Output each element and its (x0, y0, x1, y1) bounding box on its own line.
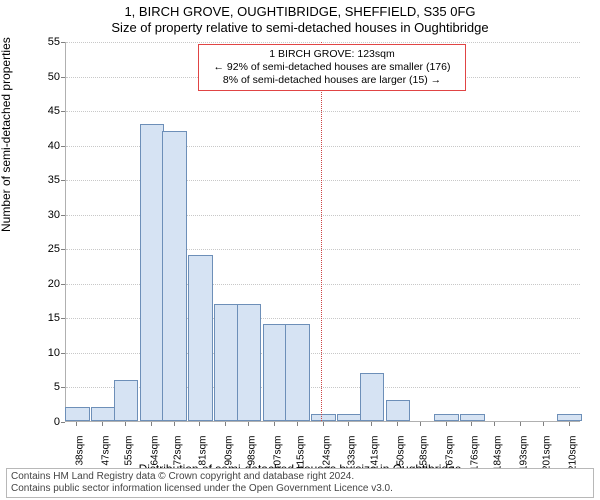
x-tick-mark (520, 422, 521, 426)
y-tick-mark (61, 318, 65, 319)
footer-attribution: Contains HM Land Registry data © Crown c… (6, 468, 594, 498)
y-tick-label: 15 (30, 312, 60, 324)
histogram-bar (460, 414, 485, 421)
y-tick-mark (61, 284, 65, 285)
x-tick-mark (543, 422, 544, 426)
y-tick-mark (61, 422, 65, 423)
gridline (66, 42, 580, 43)
x-tick-mark (225, 422, 226, 426)
y-tick-label: 25 (30, 243, 60, 255)
y-tick-label: 0 (30, 416, 60, 428)
y-tick-label: 40 (30, 140, 60, 152)
x-tick-mark (397, 422, 398, 426)
histogram-bar (263, 324, 288, 421)
histogram-bar (237, 304, 262, 421)
histogram-bar (140, 124, 165, 421)
footer-line-2: Contains public sector information licen… (11, 483, 589, 495)
histogram-bar (360, 373, 385, 421)
annotation-line-1: 1 BIRCH GROVE: 123sqm (205, 48, 459, 61)
x-tick-mark (471, 422, 472, 426)
x-tick-mark (371, 422, 372, 426)
y-tick-mark (61, 77, 65, 78)
histogram-bar (337, 414, 362, 421)
chart-container: 1, BIRCH GROVE, OUGHTIBRIDGE, SHEFFIELD,… (0, 0, 600, 500)
x-tick-mark (323, 422, 324, 426)
x-tick-mark (420, 422, 421, 426)
x-tick-mark (348, 422, 349, 426)
histogram-bar (162, 131, 187, 421)
annotation-box: 1 BIRCH GROVE: 123sqm← 92% of semi-detac… (198, 44, 466, 91)
x-tick-mark (76, 422, 77, 426)
annotation-line-3: 8% of semi-detached houses are larger (1… (205, 74, 459, 87)
x-tick-mark (248, 422, 249, 426)
y-tick-label: 10 (30, 347, 60, 359)
title-line-2: Size of property relative to semi-detach… (0, 20, 600, 36)
plot-area: 1 BIRCH GROVE: 123sqm← 92% of semi-detac… (65, 42, 580, 422)
y-tick-label: 20 (30, 278, 60, 290)
y-tick-mark (61, 42, 65, 43)
histogram-bar (311, 414, 336, 421)
y-tick-mark (61, 249, 65, 250)
histogram-bar (214, 304, 239, 421)
y-tick-label: 45 (30, 105, 60, 117)
x-tick-mark (151, 422, 152, 426)
y-tick-label: 30 (30, 209, 60, 221)
histogram-bar (386, 400, 411, 421)
y-tick-mark (61, 215, 65, 216)
title-line-1: 1, BIRCH GROVE, OUGHTIBRIDGE, SHEFFIELD,… (0, 4, 600, 20)
y-tick-label: 50 (30, 71, 60, 83)
x-tick-mark (297, 422, 298, 426)
histogram-bar (114, 380, 139, 421)
annotation-line-2: ← 92% of semi-detached houses are smalle… (205, 61, 459, 74)
histogram-bar (557, 414, 582, 421)
x-tick-mark (494, 422, 495, 426)
footer-line-1: Contains HM Land Registry data © Crown c… (11, 471, 589, 483)
x-tick-mark (446, 422, 447, 426)
y-axis-title: Number of semi-detached properties (0, 37, 13, 232)
x-tick-mark (199, 422, 200, 426)
histogram-bar (65, 407, 90, 421)
histogram-bar (434, 414, 459, 421)
x-tick-mark (569, 422, 570, 426)
x-tick-mark (174, 422, 175, 426)
gridline (66, 111, 580, 112)
reference-line (321, 42, 322, 421)
x-tick-mark (125, 422, 126, 426)
histogram-bar (91, 407, 116, 421)
y-tick-mark (61, 180, 65, 181)
y-tick-label: 5 (30, 381, 60, 393)
y-tick-label: 55 (30, 36, 60, 48)
x-tick-mark (102, 422, 103, 426)
x-tick-mark (274, 422, 275, 426)
title-block: 1, BIRCH GROVE, OUGHTIBRIDGE, SHEFFIELD,… (0, 4, 600, 36)
y-tick-mark (61, 353, 65, 354)
histogram-bar (188, 255, 213, 421)
y-tick-mark (61, 146, 65, 147)
y-tick-mark (61, 387, 65, 388)
y-tick-mark (61, 111, 65, 112)
y-tick-label: 35 (30, 174, 60, 186)
histogram-bar (285, 324, 310, 421)
